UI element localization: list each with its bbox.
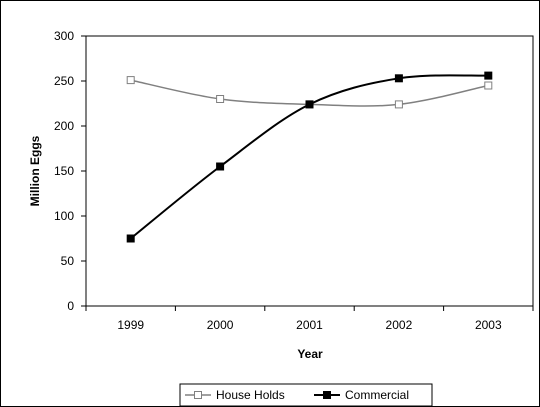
plot-area-border — [85, 35, 534, 307]
legend-marker-0 — [194, 391, 202, 399]
series-line-commercial — [130, 74, 489, 240]
legend-box — [179, 383, 433, 407]
data-point-commercial — [394, 74, 403, 83]
y-tick-label: 100 — [54, 209, 74, 223]
data-point-house-holds — [216, 95, 225, 103]
series-layer — [126, 71, 493, 243]
y-tick-label: 200 — [54, 119, 74, 133]
data-point-commercial — [305, 100, 314, 109]
x-tick-label: 2000 — [207, 318, 234, 332]
legend-marker-1 — [323, 391, 331, 399]
y-tick-label: 50 — [61, 254, 75, 268]
data-point-house-holds — [484, 81, 493, 90]
x-tick-label: 1999 — [117, 318, 144, 332]
x-axis: 1999 2000 2001 2002 2003 — [85, 306, 534, 332]
y-tick-label: 150 — [54, 164, 74, 178]
x-tick-label: 2003 — [475, 318, 502, 332]
data-point-commercial — [216, 162, 225, 171]
legend: House Holds Commercial — [179, 383, 433, 407]
y-tick-label: 250 — [54, 74, 74, 88]
x-tick-label: 2001 — [296, 318, 323, 332]
y-tick-label: 0 — [67, 299, 74, 313]
data-point-house-holds — [394, 100, 403, 109]
data-point-house-holds — [126, 76, 135, 85]
legend-label-0: House Holds — [216, 388, 285, 402]
x-tick-label: 2002 — [386, 318, 413, 332]
legend-label-1: Commercial — [345, 388, 409, 402]
y-axis-title: Million Eggs — [28, 135, 42, 206]
data-point-commercial — [484, 71, 493, 80]
y-axis: 0 50 100 150 200 250 300 — [54, 29, 86, 313]
y-tick-label: 300 — [54, 29, 74, 43]
x-axis-title: Year — [297, 347, 323, 361]
data-point-commercial — [126, 234, 135, 243]
